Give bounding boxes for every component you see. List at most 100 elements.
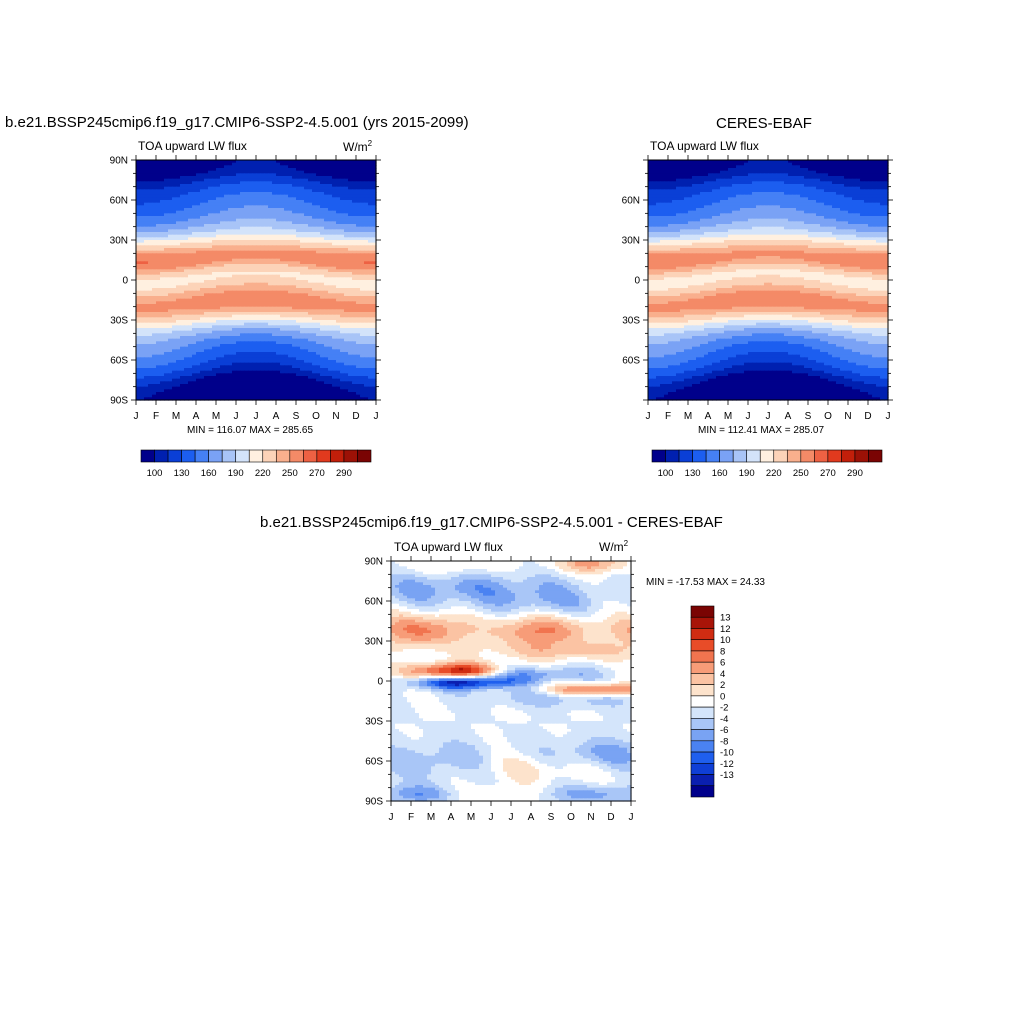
model-cell [232,317,237,321]
model-cell [136,272,141,276]
model-cell [260,208,265,212]
model-cell [156,189,161,193]
model-cell [184,298,189,302]
model-cell [340,173,345,177]
model-cell [372,245,377,249]
model-cell [212,288,217,292]
model-cell [252,293,257,297]
model-cell [212,314,217,318]
model-cell [264,194,269,198]
model-cell [164,296,169,300]
model-cell [168,184,173,188]
model-cell [140,277,145,281]
model-cell [336,253,341,257]
model-cell [248,165,253,169]
model-cell [160,184,165,188]
model-cell [220,349,225,353]
model-cell [312,192,317,196]
model-cell [284,322,289,326]
model-cell [164,176,169,180]
model-cell [228,256,233,260]
model-cell [332,176,337,180]
model-cell [148,186,153,190]
model-cell [332,205,337,209]
model-cell [356,272,361,276]
model-cell [308,258,313,262]
model-cell [208,277,213,281]
model-cell [168,352,173,356]
model-cell [232,304,237,308]
model-cell [180,272,185,276]
model-cell [180,248,185,252]
model-cell [140,176,145,180]
model-cell [324,282,329,286]
model-cell [156,176,161,180]
model-cell [360,186,365,190]
model-cell [324,208,329,212]
model-cell [228,165,233,169]
model-cell [332,280,337,284]
model-cell [292,280,297,284]
model-cell [260,328,265,332]
model-cell [308,250,313,254]
model-cell [244,368,249,372]
model-cell [356,362,361,366]
model-cell [344,205,349,209]
model-cell [248,357,253,361]
model-cell [320,162,325,166]
model-cell [276,288,281,292]
model-cell [356,280,361,284]
model-cell [268,237,273,241]
model-cell [364,322,369,326]
model-cell [252,202,257,206]
model-cell [296,224,301,228]
model-cell [144,338,149,342]
model-cell [196,378,201,382]
model-cell [268,274,273,278]
model-cell [220,368,225,372]
model-cell [252,194,257,198]
model-cell [260,360,265,364]
model-cell [332,226,337,230]
model-cell [360,328,365,332]
model-cell [140,304,145,308]
model-cell [348,234,353,238]
model-cell [140,314,145,318]
model-cell [200,245,205,249]
model-cell [264,317,269,321]
model-cell [248,213,253,217]
model-cell [292,229,297,233]
model-cell [148,349,153,353]
model-cell [312,328,317,332]
model-cell [300,360,305,364]
model-cell [332,293,337,297]
model-cell [324,200,329,204]
model-cell [232,218,237,222]
model-cell [168,269,173,273]
model-cell [244,229,249,233]
model-cell [244,162,249,166]
model-cell [180,296,185,300]
model-cell [232,176,237,180]
model-cell [216,189,221,193]
model-cell [328,328,333,332]
model-cell [232,330,237,334]
model-cell [296,370,301,374]
model-cell [324,317,329,321]
model-cell [244,242,249,246]
model-cell [276,176,281,180]
model-cell [300,200,305,204]
model-cell [260,189,265,193]
model-cell [332,250,337,254]
model-cell [220,240,225,244]
model-cell [160,373,165,377]
model-cell [196,370,201,374]
model-cell [348,162,353,166]
model-cell [264,269,269,273]
model-cell [184,184,189,188]
model-cell [140,229,145,233]
model-cell [240,248,245,252]
model-cell [228,344,233,348]
model-cell [284,298,289,302]
model-cell [312,336,317,340]
